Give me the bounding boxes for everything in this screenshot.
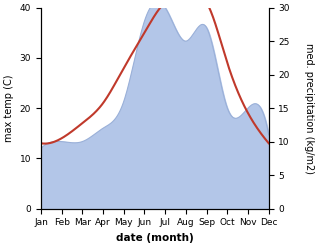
Y-axis label: med. precipitation (kg/m2): med. precipitation (kg/m2) xyxy=(304,43,314,174)
Y-axis label: max temp (C): max temp (C) xyxy=(4,74,14,142)
X-axis label: date (month): date (month) xyxy=(116,233,194,243)
